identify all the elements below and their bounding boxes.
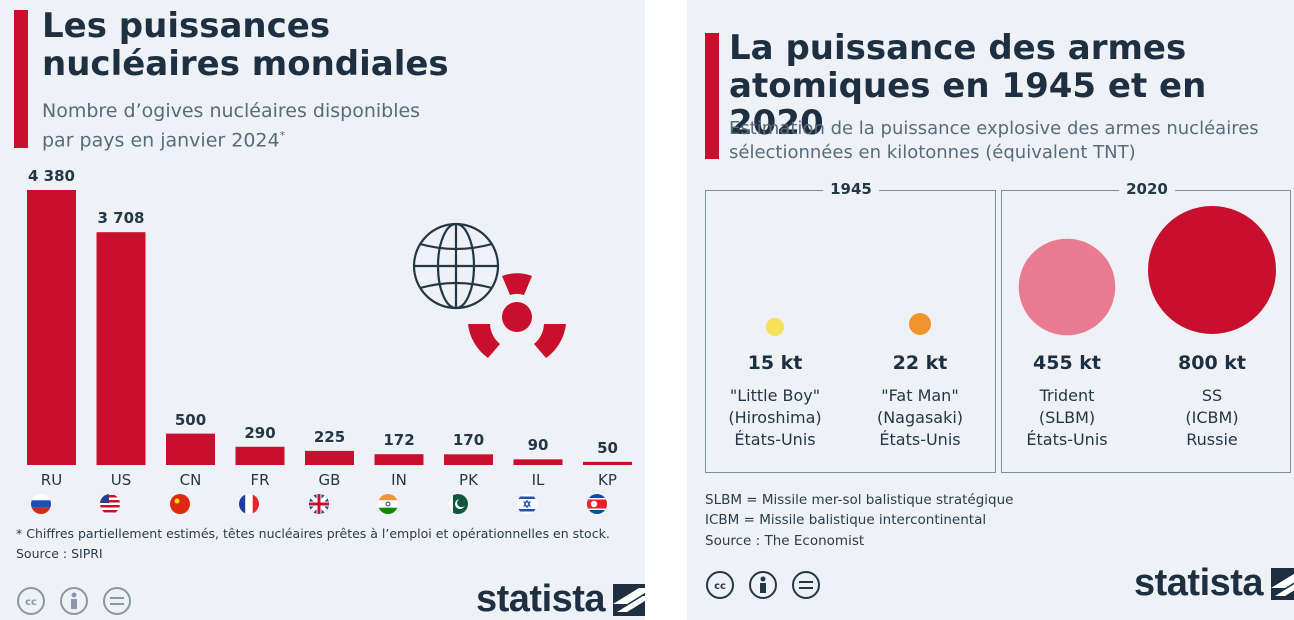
weapon-value: 800 kt (1178, 352, 1246, 374)
title-accent-bar (14, 10, 28, 148)
category-label: KP (598, 471, 617, 489)
bar-value-label: 3 708 (97, 209, 145, 228)
bar-value-label: 172 (383, 431, 415, 450)
left-subtitle-line2: par pays en janvier 2024* (42, 124, 285, 152)
india-flag-icon (378, 494, 398, 514)
bar-il (513, 459, 563, 465)
bar-gb (305, 450, 354, 465)
bar-pk (444, 454, 493, 465)
atomic-power-panel: La puissance des armes atomiques en 1945… (687, 0, 1294, 620)
statista-wordmark: statista (1134, 562, 1264, 604)
bar-value-label: 90 (527, 436, 549, 455)
bar-value-label: 170 (452, 431, 485, 450)
pakistan-flag-icon (447, 494, 468, 514)
weapon-value: 22 kt (892, 352, 948, 374)
weapon-name-line1: "Fat Man" (881, 386, 959, 405)
left-subtitle-text: par pays en janvier 2024 (42, 129, 280, 152)
left-title-line1: Les puissances (42, 6, 331, 46)
weapon-country: Russie (1186, 430, 1238, 449)
cc-license-icons[interactable]: cc (16, 586, 134, 616)
bar-in (374, 454, 424, 465)
weapon-name: "Little Boy" (Hiroshima) États-Unis (728, 385, 821, 451)
weapon-value: 15 kt (747, 352, 803, 374)
bar-value-label: 500 (174, 410, 207, 429)
left-footnote: * Chiffres partiellement estimés, têtes … (16, 526, 610, 541)
bar-ru (27, 190, 76, 465)
bar-us (96, 232, 146, 465)
bar-value-label: 4 380 (28, 167, 75, 185)
bar-kp (583, 461, 632, 465)
bar-chart (27, 190, 632, 465)
statista-mark-icon (613, 583, 645, 616)
category-label: IN (391, 471, 407, 489)
legend-slbm: SLBM = Missile mer-sol balistique straté… (705, 492, 1014, 508)
bubble-chart (766, 206, 1276, 336)
left-source: Source : SIPRI (16, 546, 103, 561)
weapon-name-line2: (Nagasaki) (876, 408, 964, 427)
statista-logo[interactable]: statista (1134, 562, 1294, 605)
russia-flag-icon (30, 494, 51, 514)
right-subtitle-line1: Estimation de la puissance explosive des… (729, 118, 1259, 139)
globe-icon (412, 222, 500, 310)
right-title-line1: La puissance des armes (729, 28, 1187, 68)
left-subtitle-line1: Nombre d’ogives nucléaires disponibles (42, 100, 421, 122)
svg-text:cc: cc (25, 597, 37, 608)
weapon-name-line1: SS (1201, 386, 1223, 405)
weapon-country: États-Unis (879, 430, 961, 449)
weapon-name-line1: Trident (1039, 386, 1095, 405)
bar-value-label: 225 (313, 427, 346, 446)
china-flag-icon (169, 494, 190, 514)
category-label: PK (459, 471, 478, 489)
statista-wordmark: statista (476, 578, 606, 620)
left-subtitle-mark: * (279, 129, 286, 142)
bar-cn (166, 433, 215, 465)
weapon-name-line1: "Little Boy" (729, 386, 821, 405)
statista-mark-icon (1271, 567, 1294, 600)
right-title-line2: atomiques en 1945 et en 2020 (729, 66, 1207, 143)
weapon-name-line2: (ICBM) (1185, 408, 1239, 427)
statista-logo[interactable]: statista (476, 578, 645, 620)
group-1945-label: 1945 (823, 180, 879, 198)
israel-flag-icon (517, 494, 537, 514)
bar-value-label: 290 (244, 423, 276, 442)
category-label: US (110, 471, 132, 489)
cc-license-icons[interactable]: cc (705, 570, 823, 600)
group-2020-label: 2020 (1119, 180, 1175, 198)
legend-icbm: ICBM = Missile balistique intercontinent… (705, 512, 987, 528)
weapon-name: "Fat Man" (Nagasaki) États-Unis (877, 385, 963, 451)
weapon-country: États-Unis (1026, 430, 1108, 449)
weapon-name-line2: (SLBM) (1038, 408, 1096, 427)
bubble-0 (766, 318, 784, 336)
uk-flag-icon (308, 494, 329, 514)
category-label: GB (318, 471, 341, 489)
title-accent-bar (705, 33, 719, 159)
weapon-value: 455 kt (1033, 352, 1101, 374)
right-source: Source : The Economist (705, 533, 865, 549)
weapon-name: Trident (SLBM) États-Unis (1026, 385, 1107, 451)
bubble-3 (1148, 206, 1276, 334)
bubble-1 (909, 313, 931, 335)
nuclear-powers-panel: Les puissances nucléaires mondiales Nomb… (0, 0, 645, 620)
right-subtitle-line2: sélectionnées en kilotonnes (équivalent … (729, 142, 1136, 163)
usa-flag-icon (100, 494, 120, 514)
weapon-country: États-Unis (734, 430, 816, 449)
left-title-line2: nucléaires mondiales (42, 44, 449, 84)
category-label: IL (531, 471, 545, 489)
weapon-name-line2: (Hiroshima) (728, 408, 822, 427)
group-1945: 1945 (705, 180, 996, 473)
svg-text:cc: cc (714, 581, 726, 592)
category-label: FR (250, 471, 270, 489)
group-2020: 2020 (1001, 180, 1291, 473)
france-flag-icon (239, 494, 259, 514)
bar-value-label: 50 (597, 438, 618, 457)
radiation-icon (468, 273, 566, 358)
category-label: RU (40, 471, 63, 489)
category-label: CN (179, 471, 202, 489)
bubble-2 (1018, 238, 1116, 336)
weapon-name: SS (ICBM) Russie (1185, 385, 1238, 451)
north-korea-flag-icon (586, 494, 607, 514)
bar-fr (235, 446, 285, 465)
